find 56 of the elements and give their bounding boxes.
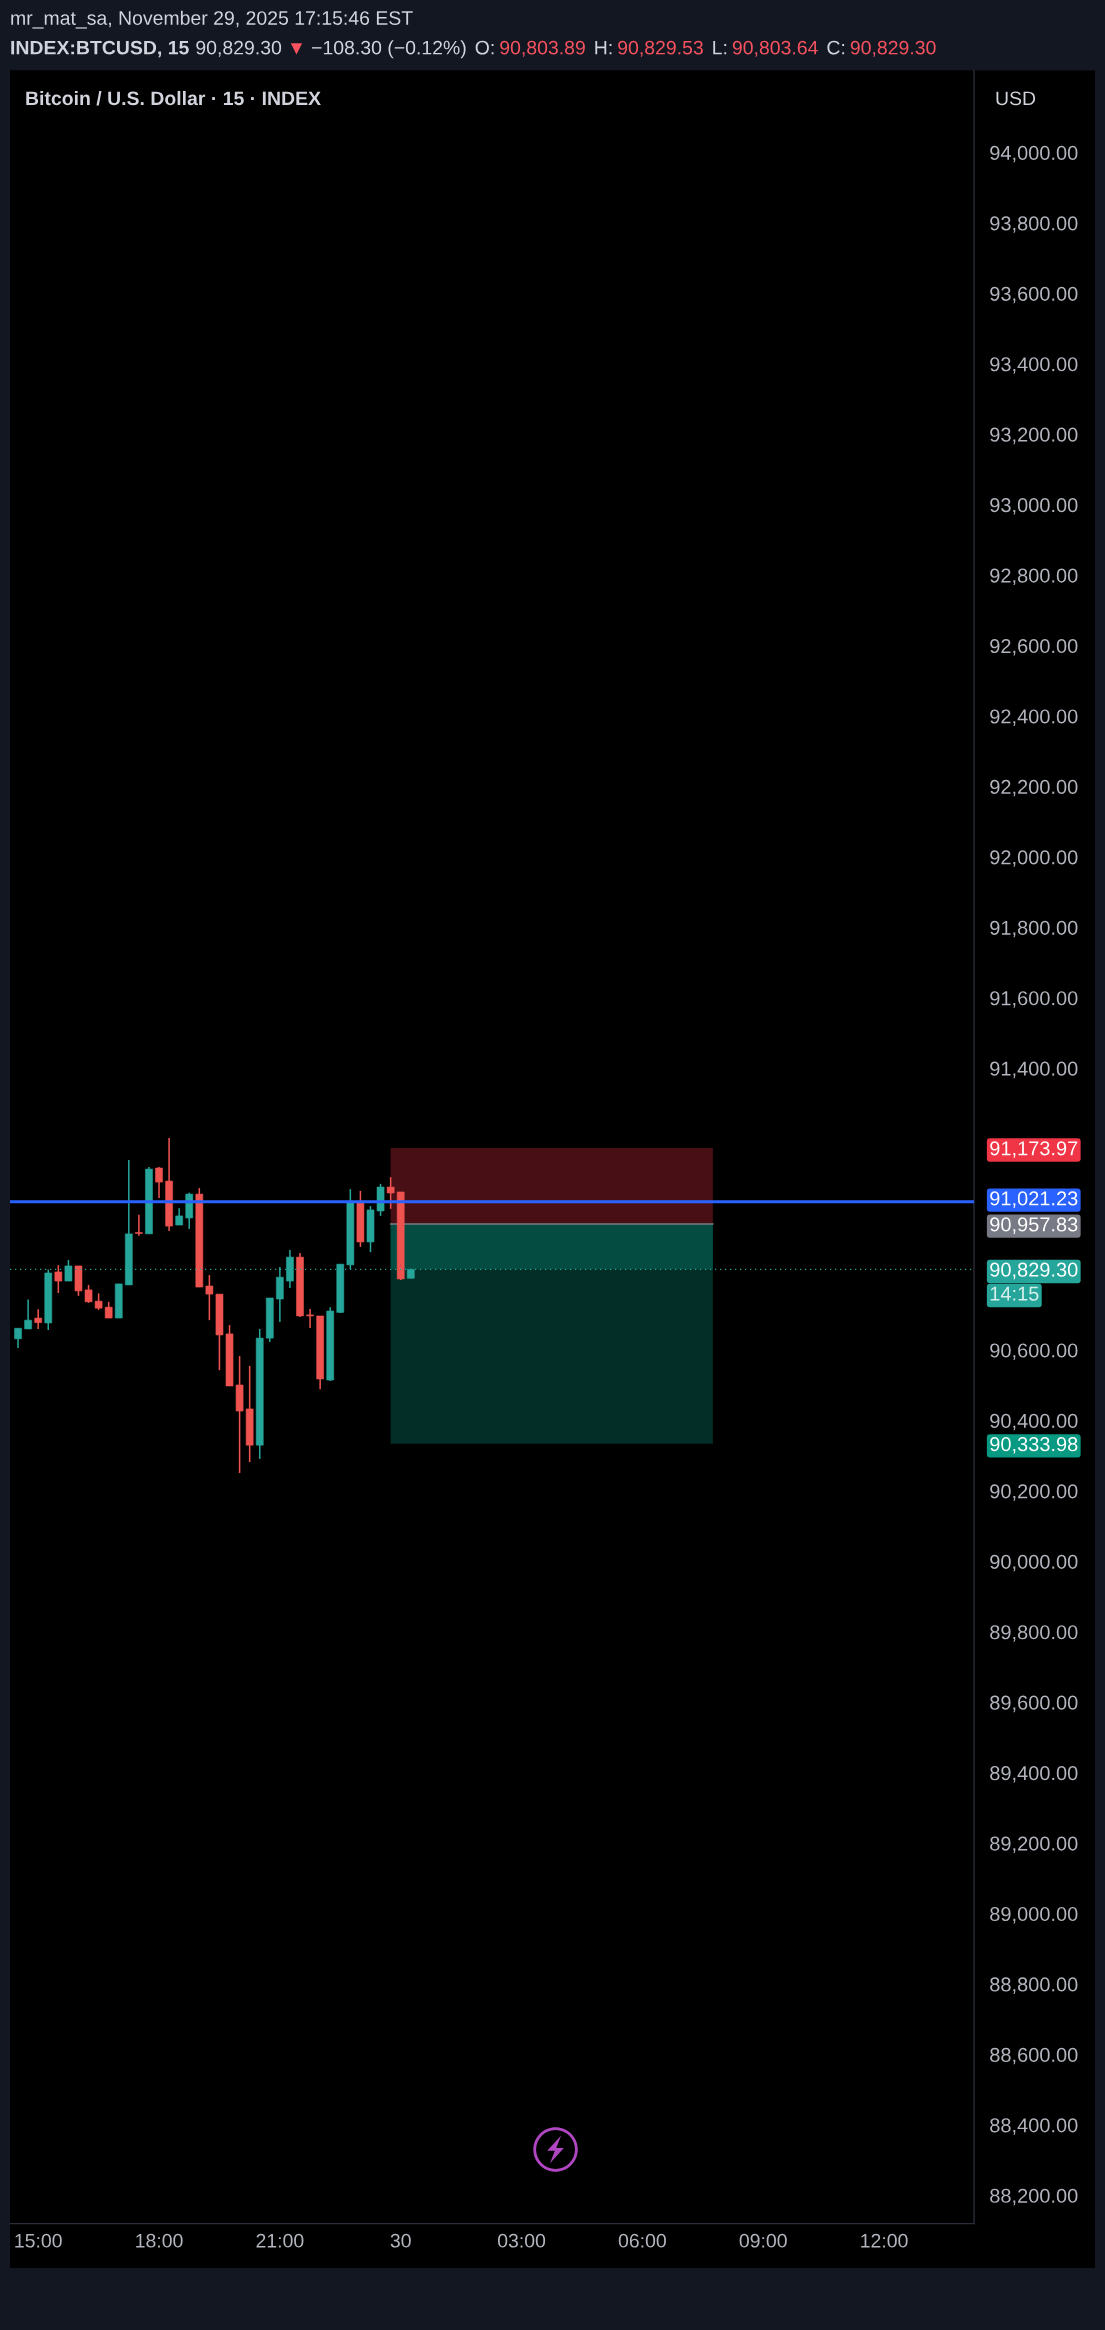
y-tick-label: 90,600.00 [990,1343,1078,1360]
x-tick-label: 09:00 [739,2233,787,2248]
text: L: [713,40,727,55]
x-tick-label: 30 [390,2233,411,2248]
y-tick-label: 89,200.00 [990,1836,1078,1854]
y-tick-label: 91,600.00 [990,991,1078,1008]
y-tick-label: 91,800.00 [990,920,1078,938]
y-tick-label: 92,400.00 [990,709,1078,726]
x-tick-label: 06:00 [618,2233,666,2248]
y-tick-label: 91,400.00 [990,1061,1078,1079]
x-tick-label: 12:00 [861,2233,908,2248]
y-tick-label: 90,829.30 [990,1262,1078,1280]
y-tick-label: 88,400.00 [990,2118,1078,2135]
y-tick-label: 89,600.00 [990,1695,1078,1713]
y-tick-label: 92,200.00 [990,779,1078,797]
y-tick-label: 92,000.00 [990,850,1078,867]
y-axis-title: USD [996,91,1036,106]
text: 90,829.30 [850,40,936,57]
x-tick-label: 18:00 [136,2233,183,2248]
text: 90,829.30 [196,40,282,57]
y-tick-label: 93,400.00 [990,357,1078,374]
y-tick-label: 90,200.00 [990,1484,1078,1501]
y-tick-label: 90,957.83 [990,1217,1078,1234]
x-tick-label: 03:00 [497,2233,546,2248]
y-tick-label: 91,021.23 [990,1191,1078,1208]
text: 14:15 [990,1286,1039,1301]
y-tick-label: 91,173.97 [990,1141,1078,1158]
y-tick-label: 90,000.00 [990,1554,1078,1572]
chart-title: mr_mat_sa, November 29, 2025 17:15:46 EST [11,10,413,29]
text: O: [475,40,494,55]
text: C: [827,40,845,55]
y-tick-label: 88,200.00 [990,2188,1078,2206]
x-tick-label: 21:00 [256,2233,304,2248]
annotation: Bitcoin / U.S. Dollar · 15 · INDEX [26,90,321,106]
y-tick-label: 93,800.00 [990,216,1078,233]
text: 90,829.53 [618,40,703,57]
y-tick-label: 92,600.00 [990,638,1078,656]
text: −108.30 (−0.12%) [312,40,466,59]
text: 90,803.89 [500,40,585,57]
y-tick-label: 89,000.00 [990,1906,1078,1924]
text: H: [595,40,612,55]
y-tick-label: 90,333.98 [990,1437,1078,1454]
chart-subtitle: INDEX:BTCUSD, 15 [11,40,189,58]
text: ▼ [290,43,303,55]
y-tick-label: 93,000.00 [990,498,1078,515]
y-tick-label: 89,800.00 [990,1625,1078,1642]
y-tick-label: 93,600.00 [990,286,1078,304]
y-tick-label: 88,600.00 [990,2047,1078,2065]
y-tick-label: 90,400.00 [990,1413,1078,1431]
y-tick-label: 92,800.00 [990,568,1078,586]
y-tick-label: 94,000.00 [990,145,1078,163]
x-tick-label: 15:00 [15,2233,62,2248]
y-tick-label: 89,400.00 [990,1766,1078,1783]
text: 90,803.64 [732,40,818,57]
y-tick-label: 93,200.00 [990,427,1078,445]
y-tick-label: 88,800.00 [990,1977,1078,1994]
